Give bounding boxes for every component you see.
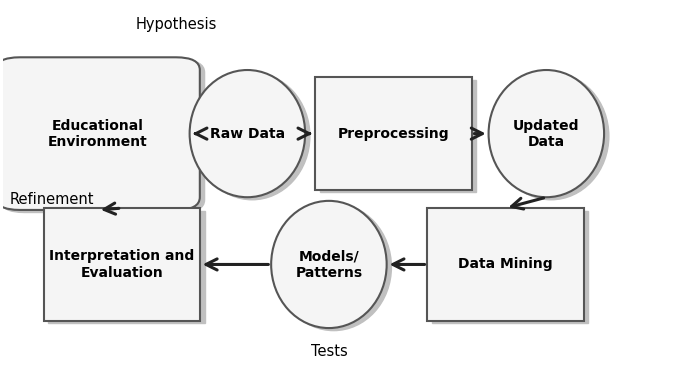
Ellipse shape <box>195 73 310 200</box>
Ellipse shape <box>276 203 391 331</box>
Text: Hypothesis: Hypothesis <box>135 17 216 32</box>
FancyBboxPatch shape <box>1 60 205 213</box>
Text: Preprocessing: Preprocessing <box>338 127 449 141</box>
Ellipse shape <box>488 70 604 197</box>
Text: Tests: Tests <box>310 344 347 359</box>
FancyBboxPatch shape <box>320 80 476 193</box>
FancyBboxPatch shape <box>315 77 471 190</box>
Ellipse shape <box>190 70 305 197</box>
Text: Models/
Patterns: Models/ Patterns <box>295 249 362 280</box>
Text: Interpretation and
Evaluation: Interpretation and Evaluation <box>49 249 195 280</box>
Ellipse shape <box>271 201 386 328</box>
Text: Updated
Data: Updated Data <box>513 118 580 149</box>
Text: Refinement: Refinement <box>10 192 94 207</box>
FancyBboxPatch shape <box>432 211 588 323</box>
FancyBboxPatch shape <box>427 208 584 321</box>
Ellipse shape <box>493 73 609 200</box>
Text: Data Mining: Data Mining <box>458 258 553 272</box>
Text: Educational
Environment: Educational Environment <box>48 118 148 149</box>
FancyBboxPatch shape <box>49 211 205 323</box>
Text: Raw Data: Raw Data <box>210 127 285 141</box>
FancyBboxPatch shape <box>0 57 200 210</box>
FancyBboxPatch shape <box>44 208 200 321</box>
